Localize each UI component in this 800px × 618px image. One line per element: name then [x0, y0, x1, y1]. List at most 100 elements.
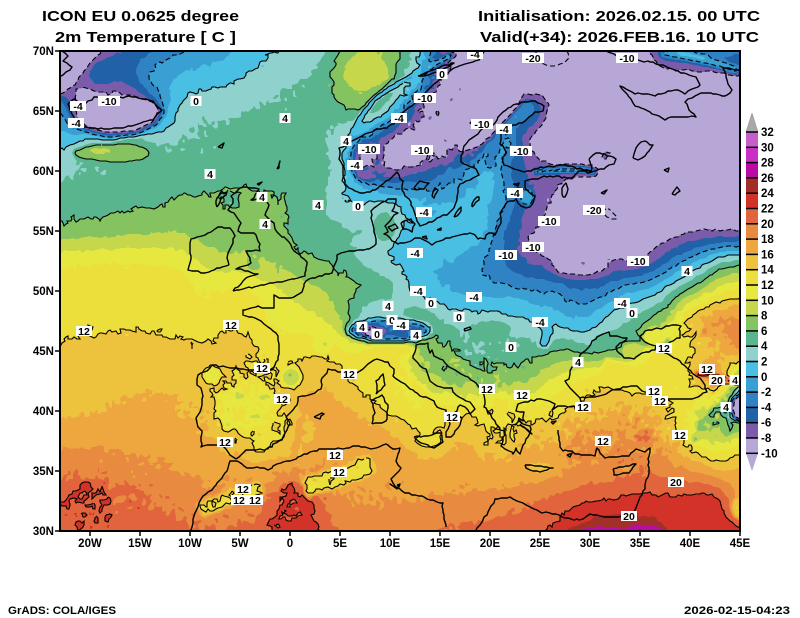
svg-text:4: 4 [575, 357, 581, 369]
svg-text:4: 4 [262, 219, 268, 231]
svg-text:-4: -4 [71, 118, 80, 130]
svg-text:50N: 50N [33, 286, 54, 298]
svg-text:-10: -10 [498, 250, 513, 262]
svg-text:-8: -8 [761, 433, 772, 445]
svg-text:22: 22 [761, 204, 774, 216]
svg-text:-10: -10 [513, 146, 528, 158]
svg-text:-10: -10 [525, 242, 540, 254]
svg-text:0: 0 [193, 96, 199, 108]
svg-text:0: 0 [629, 308, 635, 320]
svg-text:0: 0 [439, 69, 445, 81]
svg-text:4: 4 [282, 113, 288, 125]
svg-text:30E: 30E [580, 538, 601, 550]
svg-text:12: 12 [516, 390, 528, 402]
svg-text:-4: -4 [470, 49, 479, 61]
svg-text:24: 24 [761, 188, 774, 200]
svg-text:10W: 10W [178, 538, 202, 550]
svg-text:55N: 55N [33, 226, 54, 238]
svg-text:15W: 15W [128, 538, 152, 550]
svg-text:12: 12 [654, 396, 666, 408]
svg-text:0: 0 [761, 372, 767, 384]
svg-text:0: 0 [287, 538, 293, 550]
svg-text:60N: 60N [33, 166, 54, 178]
svg-text:4: 4 [259, 192, 265, 204]
svg-text:16: 16 [761, 249, 774, 261]
svg-text:12: 12 [674, 430, 686, 442]
svg-text:15E: 15E [430, 538, 451, 550]
svg-text:-4: -4 [410, 248, 419, 260]
svg-text:4: 4 [359, 322, 365, 334]
svg-text:-10: -10 [417, 93, 432, 105]
svg-text:25E: 25E [530, 538, 551, 550]
svg-text:10E: 10E [380, 538, 401, 550]
svg-text:65N: 65N [33, 106, 54, 118]
svg-text:4: 4 [723, 402, 729, 414]
svg-text:-4: -4 [535, 317, 544, 329]
svg-text:ICON EU 0.0625 degree: ICON EU 0.0625 degree [42, 8, 239, 25]
svg-text:-4: -4 [469, 292, 478, 304]
svg-text:40N: 40N [33, 406, 54, 418]
svg-text:0: 0 [456, 312, 462, 324]
svg-text:4: 4 [385, 301, 391, 313]
svg-text:-4: -4 [510, 188, 519, 200]
svg-text:-20: -20 [586, 205, 601, 217]
svg-text:4: 4 [732, 375, 738, 387]
svg-text:4: 4 [684, 266, 690, 278]
svg-text:26: 26 [761, 173, 774, 185]
svg-text:20: 20 [711, 375, 723, 387]
svg-text:20: 20 [623, 511, 635, 523]
svg-text:20: 20 [670, 477, 682, 489]
svg-text:12: 12 [233, 495, 245, 507]
svg-text:14: 14 [761, 265, 774, 277]
svg-text:28: 28 [761, 158, 774, 170]
svg-text:18: 18 [761, 234, 774, 246]
svg-text:5E: 5E [333, 538, 347, 550]
svg-text:45N: 45N [33, 346, 54, 358]
svg-text:12: 12 [761, 280, 774, 292]
svg-text:40E: 40E [680, 538, 701, 550]
svg-text:35E: 35E [630, 538, 651, 550]
svg-text:-4: -4 [499, 124, 508, 136]
svg-text:70N: 70N [33, 46, 54, 58]
svg-text:30: 30 [761, 142, 774, 154]
svg-text:12: 12 [237, 484, 249, 496]
svg-text:-4: -4 [761, 402, 772, 414]
svg-text:32: 32 [761, 127, 774, 139]
svg-text:2026-02-15-04:23: 2026-02-15-04:23 [684, 605, 790, 617]
svg-text:12: 12 [597, 436, 609, 448]
svg-text:12: 12 [343, 369, 355, 381]
svg-text:12: 12 [225, 320, 237, 332]
svg-text:Initialisation: 2026.02.15. 00: Initialisation: 2026.02.15. 00 UTC [478, 8, 760, 25]
svg-text:12: 12 [577, 402, 589, 414]
svg-text:0: 0 [355, 201, 361, 213]
svg-text:-20: -20 [525, 53, 540, 65]
svg-text:4: 4 [207, 169, 213, 181]
svg-text:-10: -10 [474, 119, 489, 131]
svg-text:2m Temperature [ C ]: 2m Temperature [ C ] [55, 29, 236, 46]
svg-text:30N: 30N [33, 526, 54, 538]
svg-text:-10: -10 [541, 216, 556, 228]
svg-text:-6: -6 [761, 418, 771, 430]
svg-text:-10: -10 [101, 96, 116, 108]
svg-text:12: 12 [481, 384, 493, 396]
svg-text:12: 12 [333, 467, 345, 479]
svg-text:45E: 45E [730, 538, 751, 550]
svg-text:-10: -10 [619, 53, 634, 65]
svg-text:-10: -10 [630, 256, 645, 268]
svg-text:0: 0 [374, 329, 380, 341]
svg-text:4: 4 [761, 341, 768, 353]
svg-text:4: 4 [413, 330, 419, 342]
svg-text:12: 12 [446, 412, 458, 424]
svg-text:20W: 20W [78, 538, 102, 550]
svg-text:-4: -4 [394, 113, 403, 125]
svg-text:6: 6 [761, 326, 767, 338]
svg-text:-4: -4 [617, 298, 626, 310]
svg-text:-2: -2 [761, 387, 771, 399]
svg-text:8: 8 [761, 311, 768, 323]
svg-text:2: 2 [761, 357, 767, 369]
svg-text:0: 0 [508, 342, 514, 354]
svg-text:0: 0 [428, 298, 434, 310]
svg-text:0: 0 [389, 315, 395, 327]
svg-text:4: 4 [315, 200, 321, 212]
svg-text:12: 12 [78, 326, 90, 338]
